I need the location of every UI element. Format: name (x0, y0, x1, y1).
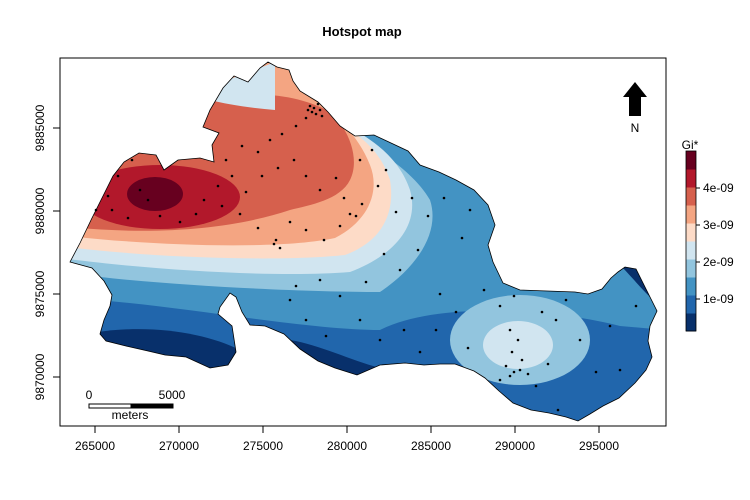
north-arrow: N (623, 82, 647, 135)
region-outline (69, 61, 658, 422)
scale-unit-label: meters (112, 408, 149, 422)
x-axis: 265000 270000 275000 280000 285000 29000… (75, 425, 619, 453)
secondary-cluster-core (483, 321, 553, 369)
legend-swatch (686, 295, 696, 314)
y-tick-label: 9885000 (33, 104, 47, 151)
legend-title: Gi* (682, 138, 699, 152)
legend-swatch (686, 205, 696, 224)
band-dark-blue-southwest (70, 329, 240, 421)
legend-swatch (686, 169, 696, 188)
y-tick-label: 9875000 (33, 270, 47, 317)
legend-swatch (686, 259, 696, 278)
gi-legend: Gi* 1e-09 2e-09 3e-09 4e-09 (682, 138, 734, 332)
band-north-tip (210, 62, 275, 110)
legend-swatch (686, 223, 696, 242)
legend-swatch (686, 187, 696, 206)
hotspot-core (127, 177, 183, 211)
x-tick-label: 295000 (579, 439, 619, 453)
scale-start-label: 0 (86, 388, 93, 402)
scale-bar: 0 5000 meters (86, 388, 186, 422)
hotspot-surface (70, 62, 657, 421)
scale-end-label: 5000 (159, 388, 186, 402)
x-tick-label: 265000 (75, 439, 115, 453)
legend-swatch (686, 151, 696, 170)
y-axis: 9870000 9875000 9880000 9885000 (33, 104, 61, 400)
map-title: Hotspot map (322, 24, 402, 39)
legend-swatch (686, 313, 696, 332)
x-tick-label: 270000 (159, 439, 199, 453)
legend-label: 2e-09 (703, 255, 734, 269)
legend-label: 1e-09 (703, 292, 734, 306)
scale-bar-black-segment (130, 403, 174, 409)
y-tick-label: 9870000 (33, 353, 47, 400)
x-tick-label: 285000 (411, 439, 451, 453)
north-arrow-icon (623, 82, 647, 116)
x-tick-label: 280000 (327, 439, 367, 453)
x-tick-label: 290000 (495, 439, 535, 453)
legend-swatch (686, 277, 696, 296)
legend-label: 4e-09 (703, 181, 734, 195)
legend-colorbar-frame (685, 150, 697, 332)
legend-colorbar (686, 151, 696, 332)
y-tick-label: 9880000 (33, 187, 47, 234)
event-points (94, 102, 638, 412)
x-tick-label: 275000 (243, 439, 283, 453)
north-label: N (631, 121, 640, 135)
legend-swatch (686, 241, 696, 260)
legend-label: 3e-09 (703, 218, 734, 232)
